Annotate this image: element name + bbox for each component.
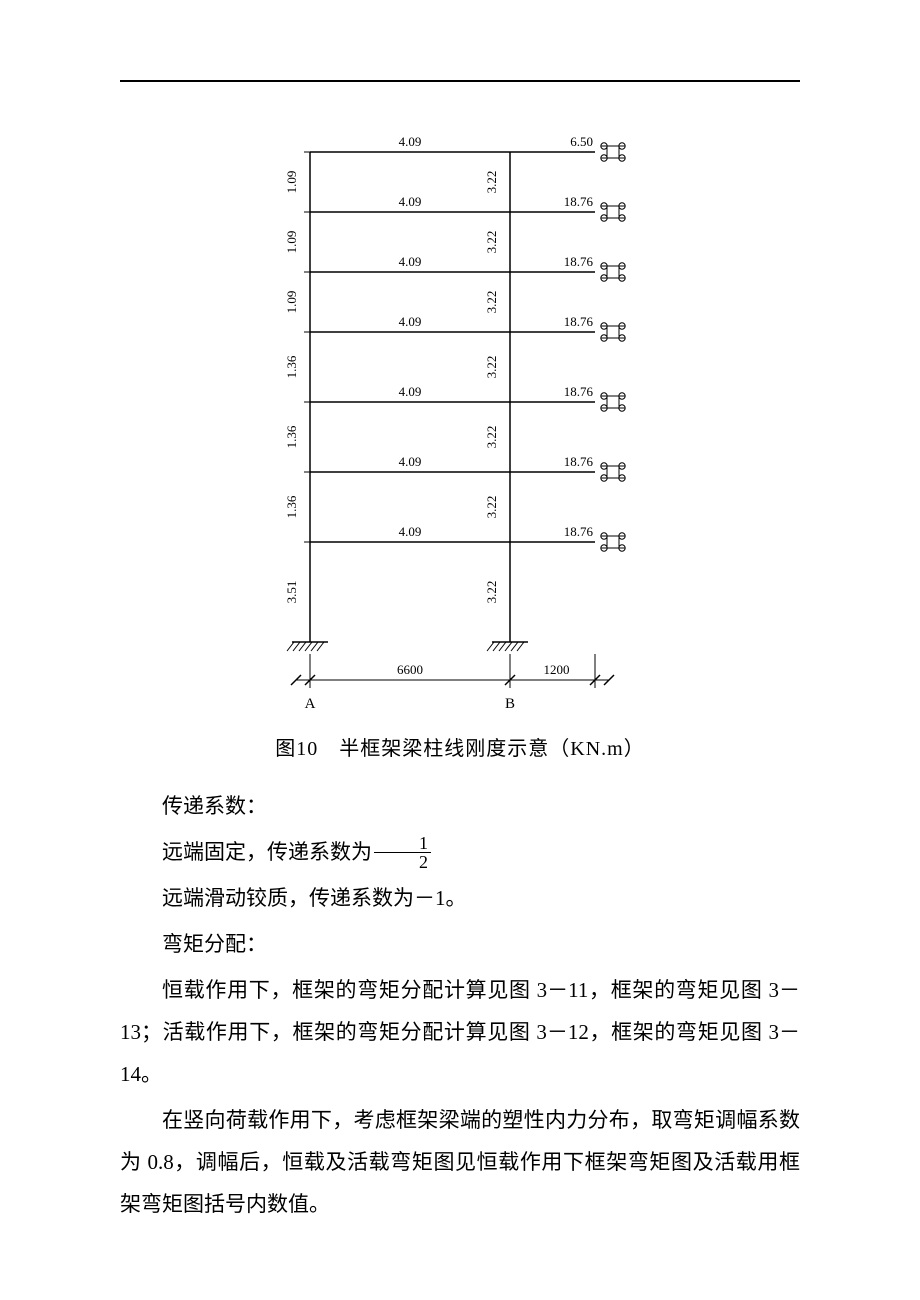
- col-b-storey-value: 3.22: [484, 356, 499, 379]
- col-a-storey-value: 1.09: [284, 231, 299, 254]
- cantilever-value: 18.76: [564, 384, 594, 399]
- beam-value: 4.09: [399, 194, 422, 209]
- frac-den: 2: [374, 853, 431, 871]
- cantilever-value: 18.76: [564, 454, 594, 469]
- fixed-support-icon: [287, 642, 294, 651]
- fixed-support-icon: [505, 642, 512, 651]
- col-a-storey-value: 1.09: [284, 291, 299, 314]
- cantilever-value: 18.76: [564, 194, 594, 209]
- para-moment-dist-title: 弯矩分配：: [120, 923, 800, 965]
- frac-num: 1: [374, 834, 431, 853]
- col-a-storey-value: 1.36: [284, 425, 299, 448]
- cantilever-value: 18.76: [564, 524, 594, 539]
- col-a-storey-value: 1.36: [284, 355, 299, 378]
- fixed-support-icon: [493, 642, 500, 651]
- fixed-support-icon: [511, 642, 518, 651]
- beam-value: 4.09: [399, 314, 422, 329]
- fixed-support-icon: [305, 642, 312, 651]
- para-fixed-end: 远端固定，传递系数为12: [120, 831, 800, 873]
- page: 4.09 6.50 4.09 18.76 4.09 18.76 4.09 18.76 4.09 1…: [0, 0, 920, 1269]
- dim-span-value: 6600: [397, 662, 423, 677]
- beam-value: 4.09: [399, 454, 422, 469]
- cantilever-value: 18.76: [564, 254, 594, 269]
- cantilever-value: 6.50: [570, 134, 593, 149]
- beam-value: 4.09: [399, 524, 422, 539]
- frame-svg: 4.09 6.50 4.09 18.76 4.09 18.76 4.09 18.76 4.09 1…: [250, 122, 670, 722]
- col-b-storey-value: 3.22: [484, 231, 499, 254]
- p2-text: 远端固定，传递系数为: [162, 840, 372, 864]
- para-amplitude: 在竖向荷载作用下，考虑框架梁端的塑性内力分布，取弯矩调幅系数为 0.8，调幅后，…: [120, 1099, 800, 1225]
- para-dead-live: 恒载作用下，框架的弯矩分配计算见图 3－11，框架的弯矩见图 3－13；活载作用…: [120, 969, 800, 1095]
- label-b: B: [505, 696, 515, 712]
- beam-value: 4.09: [399, 254, 422, 269]
- fixed-support-icon: [299, 642, 306, 651]
- fixed-support-icon: [293, 642, 300, 651]
- beam-value: 4.09: [399, 134, 422, 149]
- col-b-storey-value: 3.22: [484, 496, 499, 519]
- dim-cant-value: 1200: [544, 662, 570, 677]
- caption-prefix: 图10: [275, 738, 318, 760]
- fixed-support-icon: [517, 642, 524, 651]
- col-a-storey-value: 1.09: [284, 171, 299, 194]
- top-rule: [120, 80, 800, 82]
- col-b-storey-value: 3.22: [484, 291, 499, 314]
- figure-caption: 图10 半框架梁柱线刚度示意（KN.m）: [120, 732, 800, 761]
- para-transfer-title: 传递系数：: [120, 785, 800, 827]
- cantilever-value: 18.76: [564, 314, 594, 329]
- frame-diagram: 4.09 6.50 4.09 18.76 4.09 18.76 4.09 18.76 4.09 1…: [250, 122, 670, 722]
- col-a-storey-value: 1.36: [284, 495, 299, 518]
- col-b-storey-value: 3.22: [484, 171, 499, 194]
- fixed-support-icon: [499, 642, 506, 651]
- caption-text: 半框架梁柱线刚度示意（KN.m）: [339, 738, 644, 760]
- beam-value: 4.09: [399, 384, 422, 399]
- label-a: A: [305, 696, 316, 712]
- fixed-support-icon: [311, 642, 318, 651]
- para-slide-hinge: 远端滑动铰质，传递系数为－1。: [120, 877, 800, 919]
- fixed-support-icon: [317, 642, 324, 651]
- col-b-storey-value: 3.22: [484, 426, 499, 449]
- fraction-half: 12: [374, 834, 431, 871]
- col-b-storey-value: 3.22: [484, 581, 499, 604]
- fixed-support-icon: [487, 642, 494, 651]
- col-a-storey-value: 3.51: [284, 581, 299, 604]
